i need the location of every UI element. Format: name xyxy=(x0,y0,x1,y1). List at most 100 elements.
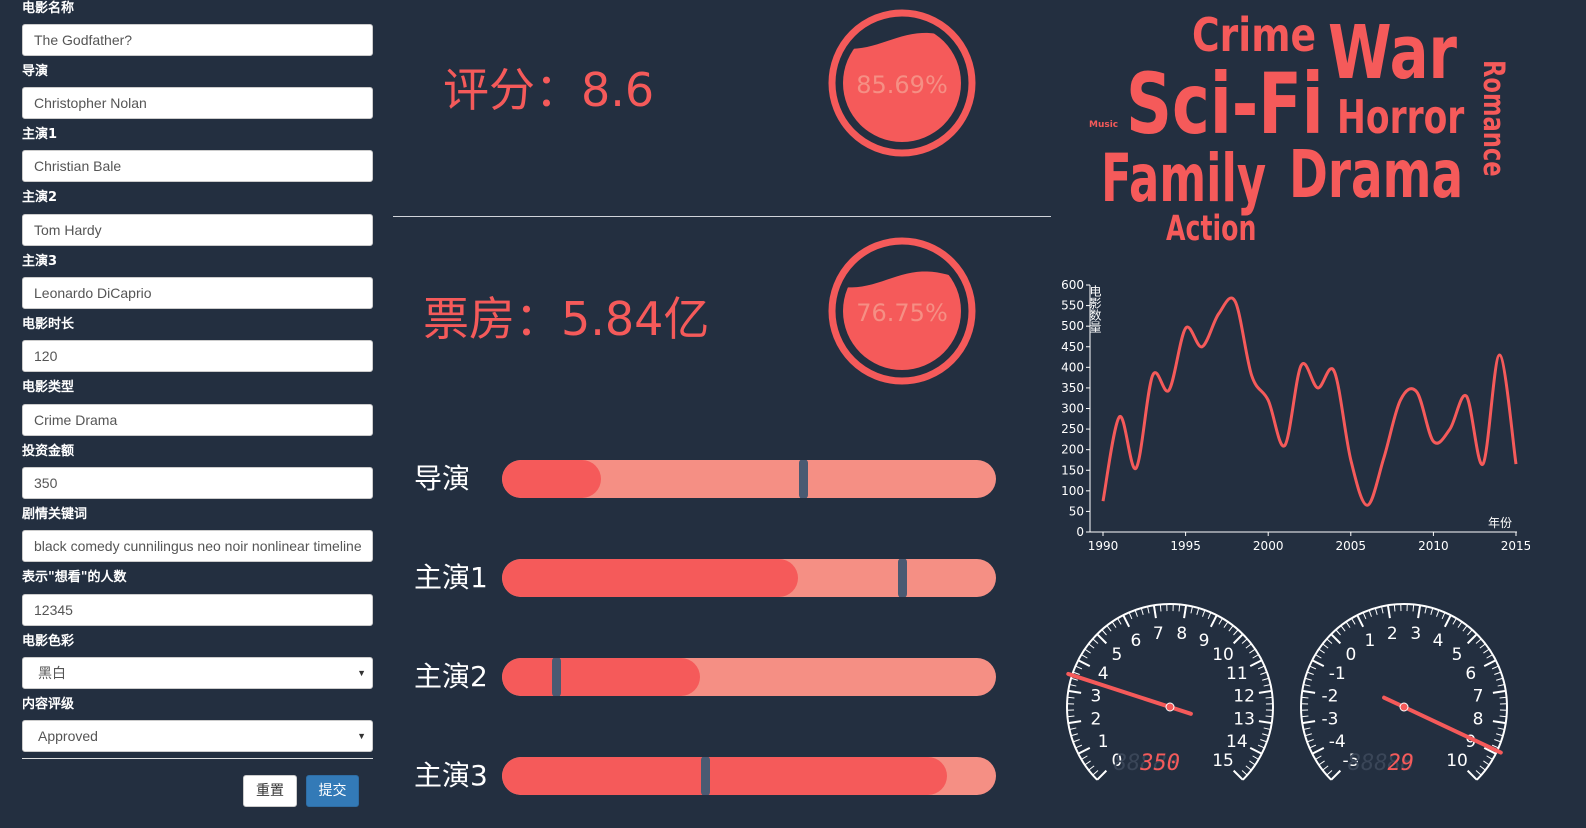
gauge-tick xyxy=(1068,689,1082,694)
gauge-tick xyxy=(1303,684,1311,687)
rating-gauge-percent: 85.69% xyxy=(856,71,948,99)
gauge-tick-label: -2 xyxy=(1321,686,1338,706)
gauge-tick xyxy=(1262,677,1270,681)
bar-label-actor2: 主演2 xyxy=(414,660,488,693)
movie-name-input[interactable] xyxy=(22,24,373,56)
y-tick-label: 50 xyxy=(1069,504,1084,518)
duration-input[interactable] xyxy=(22,340,373,372)
gauge-readout: 350 xyxy=(1139,751,1180,776)
gauge-tick-label: 8 xyxy=(1473,710,1484,730)
gauge-tick xyxy=(1106,625,1112,632)
gauge-readout-ghost: 88888 xyxy=(1114,751,1180,776)
gauge-tick xyxy=(1306,671,1314,675)
content-rating-select[interactable]: Approved ▼ xyxy=(22,720,373,752)
label-genre: 电影类型 xyxy=(22,380,75,395)
keywords-input[interactable] xyxy=(22,530,373,562)
gauge-tick xyxy=(1386,605,1391,619)
label-want-to-see: 表示"想看"的人数 xyxy=(22,570,127,585)
gauge-tick xyxy=(1492,720,1506,725)
y-tick-label: 400 xyxy=(1061,360,1084,374)
actor2-bar-marker[interactable] xyxy=(552,658,562,696)
gauge-tick xyxy=(1457,621,1463,628)
actor3-bar-marker[interactable] xyxy=(700,757,710,795)
actor2-bar-fill xyxy=(502,658,700,696)
gauge-tick xyxy=(1252,755,1259,760)
gauge-tick xyxy=(1265,696,1273,699)
gauge-tick xyxy=(1260,739,1268,743)
actor3-bar-fill xyxy=(502,757,947,795)
gauge-tick xyxy=(1159,604,1162,612)
actor1-input[interactable] xyxy=(22,150,373,182)
color-select-value: 黑白 xyxy=(38,665,66,681)
gauge-tick xyxy=(1374,607,1378,615)
gauge-tick-label: 1 xyxy=(1365,631,1376,651)
color-select[interactable]: 黑白 ▼ xyxy=(22,657,373,689)
wordcloud-word: Sci-Fi xyxy=(1126,55,1324,153)
gauge-tick xyxy=(1084,648,1091,654)
gauge-tick xyxy=(1117,618,1122,625)
gauge-tick xyxy=(1412,604,1415,612)
x-tick-label: 2015 xyxy=(1501,539,1530,553)
gauge-tick xyxy=(1258,720,1272,725)
gauge-tick xyxy=(1101,629,1107,636)
gauge-tick xyxy=(1483,746,1497,755)
wordcloud-word: Horror xyxy=(1337,90,1465,144)
gauge-tick xyxy=(1497,684,1505,687)
y-tick-label: 450 xyxy=(1061,340,1084,354)
genre-input[interactable] xyxy=(22,404,373,436)
wordcloud-word: Romance xyxy=(1477,60,1511,177)
gauge-tick xyxy=(1483,760,1490,766)
y-tick-label: 300 xyxy=(1061,402,1084,416)
gauge-tick xyxy=(1301,696,1309,699)
gauge-tick xyxy=(1417,605,1422,619)
gauge-tick xyxy=(1183,605,1188,619)
submit-button[interactable]: 提交 xyxy=(306,775,359,807)
y-tick-label: 250 xyxy=(1061,422,1084,436)
actor2-input[interactable] xyxy=(22,214,373,246)
gauge-tick xyxy=(1362,612,1367,620)
gauge-tick xyxy=(1466,633,1478,645)
form-divider xyxy=(22,758,373,759)
budget-input[interactable] xyxy=(22,467,373,499)
gauge-tick-label: 0 xyxy=(1112,751,1123,771)
gauge-tick-label: 1 xyxy=(1098,732,1109,752)
gauge-hub xyxy=(1399,702,1409,712)
gauge-tick xyxy=(1486,654,1493,659)
actor1-progress-bar xyxy=(502,559,996,597)
gauge-tick xyxy=(1207,612,1212,620)
actor3-input[interactable] xyxy=(22,277,373,309)
gauge-tick xyxy=(1368,609,1372,617)
want-to-see-input[interactable] xyxy=(22,594,373,626)
gauge-tick xyxy=(1494,739,1502,743)
gauge-tick xyxy=(1147,606,1150,614)
gauge-tick xyxy=(1096,633,1108,645)
gauge-tick xyxy=(1443,614,1452,628)
actor1-bar-marker[interactable] xyxy=(898,559,908,597)
director-bar-marker[interactable] xyxy=(799,460,809,498)
rating-value: 评分：8.6 xyxy=(443,63,655,117)
x-tick-label: 2010 xyxy=(1418,539,1449,553)
x-tick-label: 1995 xyxy=(1170,539,1201,553)
gauge-tick xyxy=(1258,689,1272,694)
wordcloud-word: Drama xyxy=(1289,136,1464,213)
gauge-tick xyxy=(1302,689,1316,694)
gauge-tick xyxy=(1245,643,1252,649)
gauge-tick xyxy=(1315,755,1322,760)
gauge-tick xyxy=(1441,612,1446,620)
rating-liquid-gauge: 85.69% xyxy=(828,9,976,157)
gauge-tick xyxy=(1196,607,1200,615)
label-keywords: 剧情关键词 xyxy=(22,507,88,522)
director-input[interactable] xyxy=(22,87,373,119)
label-duration: 电影时长 xyxy=(22,317,75,332)
gauge-tick xyxy=(1303,727,1311,730)
reset-button[interactable]: 重置 xyxy=(243,775,297,807)
gauge-tick xyxy=(1467,629,1473,636)
gauge-tick xyxy=(1140,607,1144,615)
gauge-tick xyxy=(1497,727,1505,730)
label-movie-name: 电影名称 xyxy=(22,1,75,16)
gauge-tick xyxy=(1262,733,1270,737)
gauge-tick xyxy=(1322,643,1329,649)
gauge-tick xyxy=(1096,769,1108,781)
gauge-tick xyxy=(1092,638,1099,644)
gauge-tick-label: 7 xyxy=(1153,624,1164,644)
